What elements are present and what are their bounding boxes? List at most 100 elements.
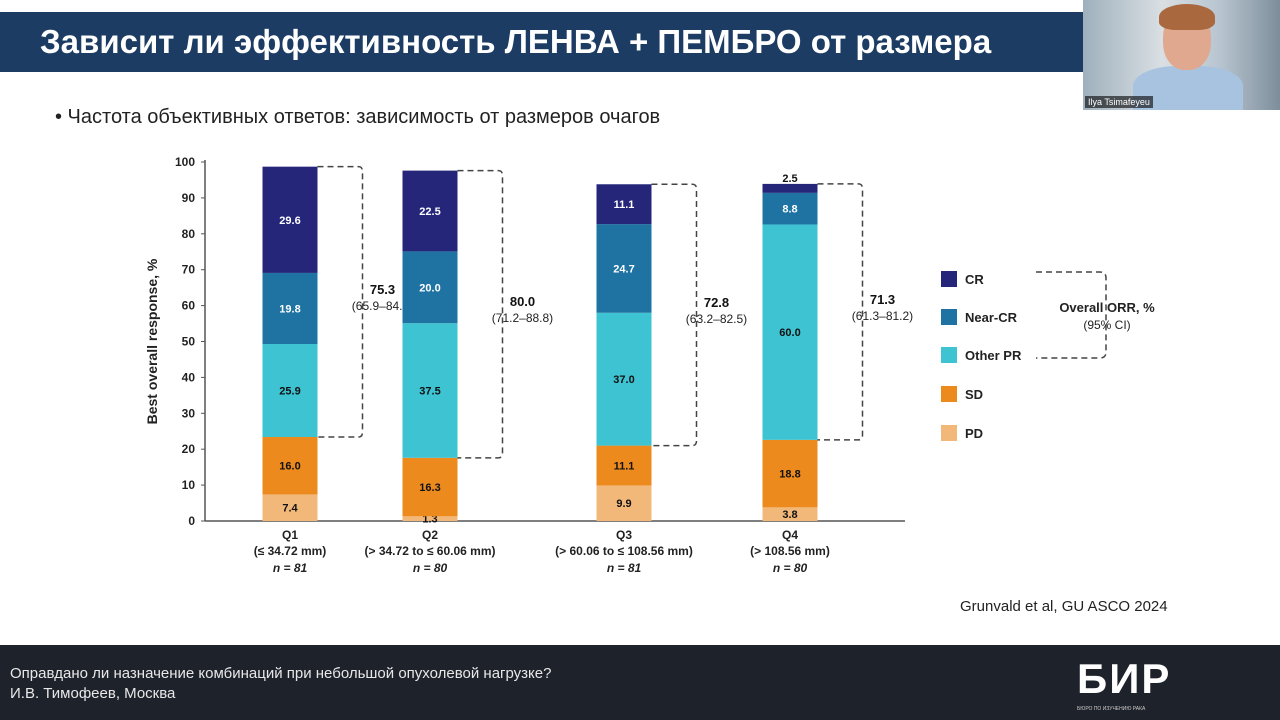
citation: Grunvald et al, GU ASCO 2024: [960, 598, 1168, 615]
data-label: 16.0: [279, 461, 300, 473]
logo-text: БИР: [1077, 655, 1172, 702]
bar-segment-other-pr: [762, 224, 818, 440]
y-tick-label: 0: [188, 514, 195, 528]
bar-segment-cr: [596, 184, 652, 225]
bar-segment-sd: [762, 439, 818, 508]
orr-ci: (63.2–82.5): [686, 312, 747, 326]
data-label: 37.5: [419, 386, 440, 398]
data-label: 8.8: [782, 204, 797, 216]
y-tick-label: 40: [182, 370, 196, 384]
bar-segment-cr: [262, 166, 318, 273]
y-tick-label: 100: [175, 155, 195, 169]
data-label: 11.1: [614, 461, 635, 473]
y-axis-label: Best overall response, %: [144, 258, 160, 424]
data-label: 2.5: [782, 173, 797, 185]
data-label: 16.3: [419, 482, 440, 494]
category-label: Q4: [782, 528, 798, 542]
category-range: (> 60.06 to ≤ 108.56 mm): [555, 544, 693, 558]
category-n: n = 80: [773, 561, 808, 575]
orr-bracket: [817, 183, 864, 441]
bar-segment-pd: [596, 485, 652, 521]
y-tick-label: 10: [182, 478, 196, 492]
bar-segment-pd: [262, 494, 318, 521]
bar-segment-other-pr: [402, 323, 458, 458]
legend-swatch-pd: [941, 425, 957, 441]
bar-segment-near-cr: [596, 224, 652, 313]
y-tick-label: 20: [182, 442, 196, 456]
legend-label: SD: [965, 387, 983, 402]
stacked-bar-chart: 0 10 20 30 40 50 60 70 80 90 100 Best overall respo…: [144, 155, 1155, 575]
bar-segment-near-cr: [262, 272, 318, 345]
y-tick-label: 50: [182, 335, 196, 349]
bar-segment-sd: [596, 445, 652, 486]
y-tick-label: 60: [182, 299, 196, 313]
orr-bracket: [457, 169, 504, 459]
category-n: n = 80: [413, 561, 448, 575]
legend-label: Other PR: [965, 348, 1022, 363]
data-label: 37.0: [613, 374, 634, 386]
y-tick-label: 80: [182, 227, 196, 241]
bar-segment-sd: [262, 436, 318, 495]
legend-orr-bracket: [1036, 271, 1107, 359]
data-label: 7.4: [282, 503, 298, 515]
data-label: 29.6: [279, 215, 300, 227]
category-range: (> 34.72 to ≤ 60.06 mm): [365, 544, 496, 558]
webcam-video: Ilya Tsimafeyeu: [1083, 0, 1280, 110]
logo-subtext: БЮРО ПО ИЗУЧЕНИЮ РАКА: [1077, 706, 1146, 712]
orr-bracket: [651, 183, 698, 447]
orr-value: 75.3: [370, 282, 395, 297]
data-label: 60.0: [779, 327, 800, 339]
orr-value: 71.3: [870, 292, 895, 307]
category-n: n = 81: [273, 561, 308, 575]
bullet-text: • Частота объективных ответов: зависимос…: [55, 106, 661, 128]
data-label: 18.8: [779, 469, 800, 481]
y-tick-label: 30: [182, 406, 196, 420]
orr-ci: (65.9–84.7): [352, 299, 413, 313]
category-label: Q3: [616, 528, 632, 542]
legend-swatch-other-pr: [941, 347, 957, 363]
orr-ci: (71.2–88.8): [492, 311, 553, 325]
bar-segment-near-cr: [402, 251, 458, 324]
participant-name: Ilya Tsimafeyeu: [1085, 96, 1153, 108]
data-label: 3.8: [782, 509, 797, 521]
y-tick-label: 90: [182, 191, 196, 205]
bar-segment-cr: [762, 183, 818, 193]
bar-segment-other-pr: [596, 312, 652, 446]
y-tick-label: 70: [182, 263, 196, 277]
legend-swatch-sd: [941, 386, 957, 402]
legend-swatch-near-cr: [941, 309, 957, 325]
orr-value: 80.0: [510, 294, 535, 309]
bar-segment-near-cr: [762, 192, 818, 225]
data-label: 9.9: [616, 498, 631, 510]
category-n: n = 81: [607, 561, 642, 575]
bar-segment-pd: [762, 507, 818, 521]
data-label: 19.8: [279, 303, 300, 315]
data-label: 11.1: [614, 199, 635, 211]
data-label: 20.0: [419, 282, 440, 294]
bar-segment-cr: [402, 170, 458, 252]
bar-segment-pd: [402, 516, 458, 521]
legend-swatch-cr: [941, 271, 957, 287]
speaker-hair: [1159, 4, 1215, 30]
category-label: Q1: [282, 528, 298, 542]
legend-orr-label: Overall ORR, %: [1059, 300, 1155, 315]
orr-value: 72.8: [704, 295, 729, 310]
category-range: (> 108.56 mm): [750, 544, 830, 558]
legend-orr-sublabel: (95% CI): [1083, 318, 1130, 332]
category-label: Q2: [422, 528, 438, 542]
legend-label: Near-CR: [965, 310, 1018, 325]
bar-segment-sd: [402, 457, 458, 517]
data-label: 1.3: [422, 514, 437, 526]
slide-title: Зависит ли эффективность ЛЕНВА + ПЕМБРО …: [0, 12, 1090, 72]
bar-segment-other-pr: [262, 344, 318, 437]
data-label: 22.5: [419, 206, 440, 218]
data-label: 24.7: [613, 263, 634, 275]
orr-ci: (61.3–81.2): [852, 309, 913, 323]
footer-speaker: И.В. Тимофеев, Москва: [10, 685, 176, 702]
legend-label: PD: [965, 426, 983, 441]
legend-label: CR: [965, 272, 984, 287]
orr-bracket: [317, 165, 364, 438]
bir-logo: БИР БЮРО ПО ИЗУЧЕНИЮ РАКА: [1075, 657, 1190, 715]
footer-bar: Оправдано ли назначение комбинаций при н…: [0, 645, 1280, 720]
category-range: (≤ 34.72 mm): [254, 544, 327, 558]
